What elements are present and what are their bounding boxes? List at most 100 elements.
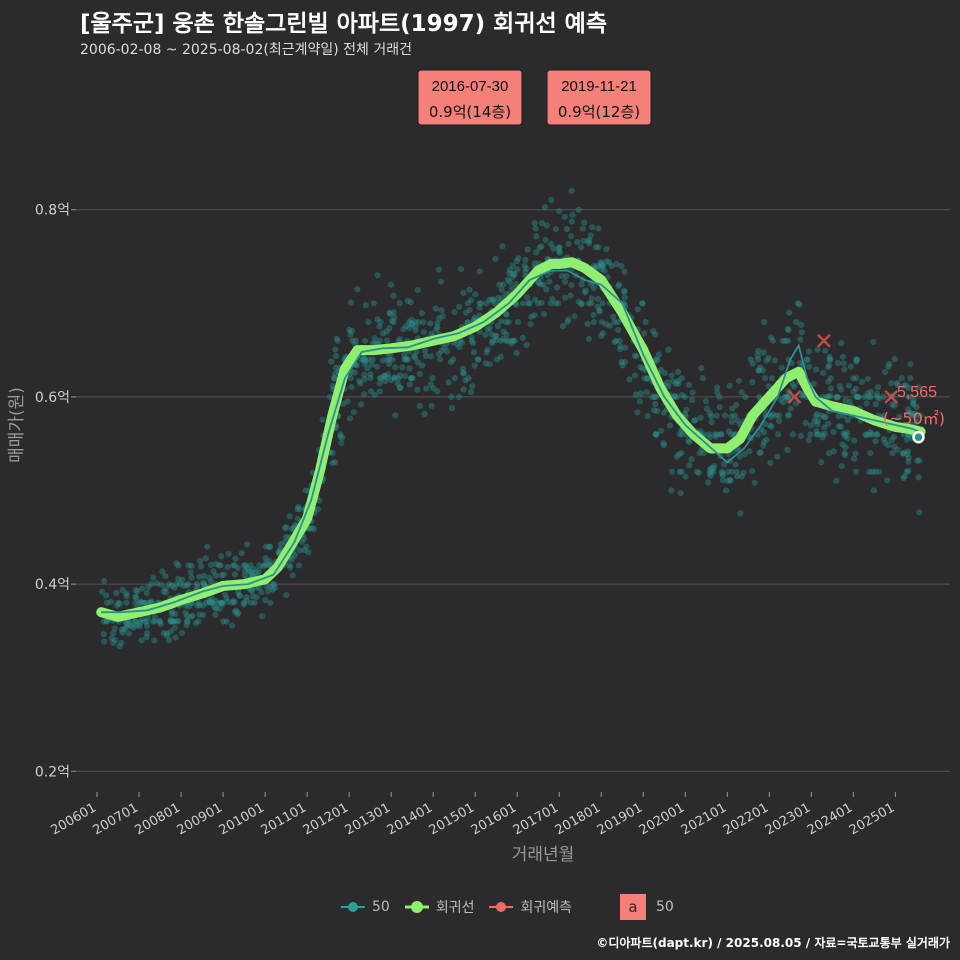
scatter-point: [886, 360, 893, 367]
scatter-point: [556, 244, 563, 251]
scatter-point: [505, 319, 512, 326]
scatter-point: [219, 600, 226, 608]
scatter-point: [891, 355, 898, 362]
scatter-point: [540, 281, 547, 288]
x-tick-label: 201401: [385, 800, 435, 838]
scatter-point: [468, 297, 475, 304]
scatter-point: [675, 451, 682, 458]
scatter-point: [427, 320, 434, 327]
scatter-point: [367, 375, 374, 382]
scatter-point: [408, 321, 416, 328]
scatter-point: [556, 248, 563, 255]
scatter-point: [755, 367, 762, 374]
scatter-point: [483, 300, 490, 307]
scatter-point: [521, 262, 528, 269]
scatter-point: [206, 574, 213, 581]
scatter-point: [256, 584, 263, 592]
scatter-point: [220, 571, 227, 578]
scatter-point: [510, 337, 517, 344]
scatter-point: [123, 590, 130, 597]
callout-price: 0.9억(12층): [558, 103, 640, 121]
scatter-point: [406, 365, 413, 372]
scatter-point: [361, 371, 368, 378]
scatter-point: [506, 266, 513, 274]
scatter-point: [494, 322, 502, 330]
scatter-point: [361, 360, 368, 367]
scatter-point: [598, 266, 605, 273]
scatter-point: [718, 431, 725, 438]
scatter-point: [286, 513, 293, 520]
x-tick-label: 202301: [763, 800, 813, 838]
scatter-point: [243, 594, 250, 601]
scatter-point: [386, 325, 393, 332]
scatter-point: [905, 393, 912, 400]
scatter-point: [543, 222, 550, 229]
scatter-point: [418, 362, 426, 369]
scatter-point: [132, 618, 139, 625]
scatter-point: [147, 598, 154, 605]
scatter-point: [671, 392, 678, 399]
scatter-point: [265, 562, 272, 569]
legend-label: 50: [372, 899, 390, 915]
scatter-point: [139, 616, 146, 623]
scatter-point: [696, 450, 703, 457]
scatter-point: [242, 562, 249, 569]
scatter-point: [873, 390, 881, 397]
scatter-point: [316, 497, 323, 504]
scatter-point: [256, 562, 263, 569]
scatter-point: [870, 338, 877, 346]
scatter-point: [683, 406, 690, 413]
scatter-point: [178, 630, 185, 637]
scatter-point: [885, 442, 892, 449]
scatter-point: [842, 431, 849, 438]
scatter-point: [163, 630, 170, 637]
scatter-point: [661, 369, 669, 377]
scatter-point: [132, 599, 139, 606]
scatter-point: [543, 286, 550, 293]
scatter-point: [822, 347, 829, 354]
scatter-point: [460, 369, 467, 376]
scatter-point: [434, 388, 441, 395]
scatter-point: [502, 319, 510, 326]
scatter-point: [143, 622, 151, 630]
scatter-point: [420, 319, 427, 326]
scatter-point: [547, 300, 555, 307]
scatter-point: [200, 611, 207, 619]
scatter-point: [511, 337, 518, 344]
scatter-point: [660, 440, 667, 447]
scatter-point: [498, 286, 505, 293]
scatter-point: [850, 455, 858, 462]
scatter-point: [632, 391, 640, 398]
scatter-point: [230, 562, 237, 569]
scatter-point: [575, 206, 582, 213]
scatter-point: [353, 362, 360, 369]
scatter-point: [578, 244, 585, 251]
scatter-point: [761, 319, 768, 326]
scatter-point: [370, 300, 377, 307]
scatter-point: [300, 535, 307, 542]
scatter-point: [703, 405, 711, 412]
scatter-point: [176, 581, 183, 588]
scatter-point: [145, 584, 152, 591]
scatter-point: [914, 457, 921, 464]
scatter-point: [306, 525, 313, 532]
scatter-point: [789, 381, 797, 388]
scatter-point: [876, 468, 883, 475]
scatter-point: [675, 380, 682, 387]
scatter-point: [754, 356, 762, 363]
scatter-point: [143, 634, 150, 641]
scatter-point: [531, 312, 538, 319]
scatter-point: [462, 309, 469, 316]
scatter-point: [467, 388, 474, 396]
x-tick-label: 200901: [175, 800, 225, 838]
scatter-point: [213, 605, 220, 612]
scatter-point: [705, 479, 712, 486]
scatter-point: [784, 393, 791, 400]
scatter-point: [291, 552, 299, 559]
scatter-point: [880, 393, 887, 400]
scatter-point: [170, 618, 177, 625]
scatter-point: [622, 344, 629, 351]
scatter-point: [626, 376, 633, 383]
scatter-point: [225, 550, 232, 557]
scatter-point: [429, 375, 436, 382]
